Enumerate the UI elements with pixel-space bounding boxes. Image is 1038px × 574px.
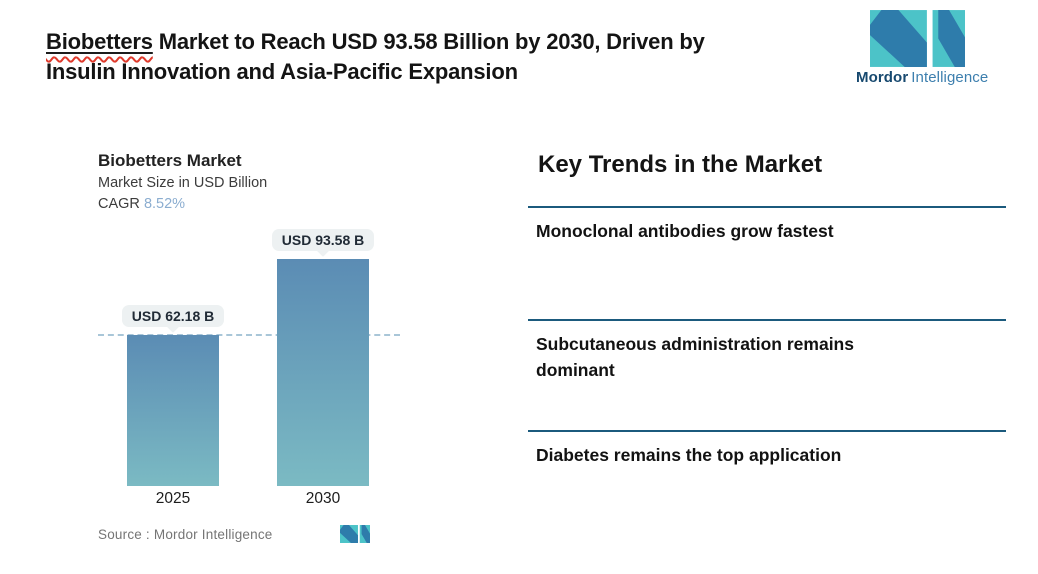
title-line2: Insulin Innovation and Asia-Pacific Expa… xyxy=(46,59,518,84)
brand-wordmark: Mordor Intelligence xyxy=(856,69,989,86)
x-label-2025: 2025 xyxy=(155,490,191,507)
reference-line xyxy=(98,334,400,336)
trend-list: Monoclonal antibodies grow fastest Subcu… xyxy=(528,206,1006,468)
chart-bar-2030 xyxy=(277,259,369,486)
source-row: Source : Mordor Intelligence xyxy=(98,525,370,543)
bar-plot: USD 62.18 B USD 93.58 B xyxy=(98,226,400,486)
page-title: Biobetters Market to Reach USD 93.58 Bil… xyxy=(46,27,705,87)
chart-bar-2025 xyxy=(127,335,219,486)
bar-value-label-2025: USD 62.18 B xyxy=(121,305,225,327)
source-label: Source : xyxy=(98,526,150,542)
bar-value-label-2030: USD 93.58 B xyxy=(271,229,375,251)
key-trends-panel: Key Trends in the Market Monoclonal anti… xyxy=(528,148,1006,468)
trend-item-diabetes: Diabetes remains the top application xyxy=(528,430,1006,468)
title-line1-rest: Market to Reach USD 93.58 Billion by 203… xyxy=(152,29,705,54)
source-text: Source : Mordor Intelligence xyxy=(98,527,277,542)
trend-item-subcutaneous: Subcutaneous administration remains domi… xyxy=(528,319,1006,430)
bar-value-text-2025: USD 62.18 B xyxy=(131,308,215,324)
trend-text: Subcutaneous administration remains domi… xyxy=(536,334,854,380)
chart-title: Biobetters Market xyxy=(98,151,242,170)
mordor-intelligence-logo-icon xyxy=(870,10,965,67)
brand-logo: Mordor Intelligence xyxy=(856,10,989,86)
bar-value-text-2030: USD 93.58 B xyxy=(281,232,365,248)
bar-group-2030: USD 93.58 B xyxy=(271,229,375,486)
source-value: Mordor Intelligence xyxy=(153,526,273,542)
trend-text: Monoclonal antibodies grow fastest xyxy=(536,221,834,241)
brand-name-secondary: Intelligence xyxy=(911,69,989,86)
mordor-intelligence-mini-logo-icon xyxy=(340,525,370,543)
misspelled-word-wrapper: Biobetters xyxy=(46,29,153,54)
cagr-value: 8.52% xyxy=(143,196,186,212)
chart-cagr-row: CAGR 8.52% xyxy=(98,195,400,214)
chart-subtitle: Market Size in USD Billion xyxy=(98,175,268,191)
brand-name-primary: Mordor xyxy=(856,69,909,86)
cagr-label: CAGR xyxy=(98,196,140,212)
market-size-chart: Biobetters Market Market Size in USD Bil… xyxy=(98,150,400,543)
bar-group-2025: USD 62.18 B xyxy=(121,305,225,486)
title-keyword: Biobetters xyxy=(46,29,153,54)
x-label-2030: 2030 xyxy=(305,490,341,507)
trend-text: Diabetes remains the top application xyxy=(536,445,842,465)
trends-heading: Key Trends in the Market xyxy=(538,151,823,178)
x-axis-labels: 2025 2030 xyxy=(98,490,400,510)
trend-item-monoclonal: Monoclonal antibodies grow fastest xyxy=(528,206,1006,319)
